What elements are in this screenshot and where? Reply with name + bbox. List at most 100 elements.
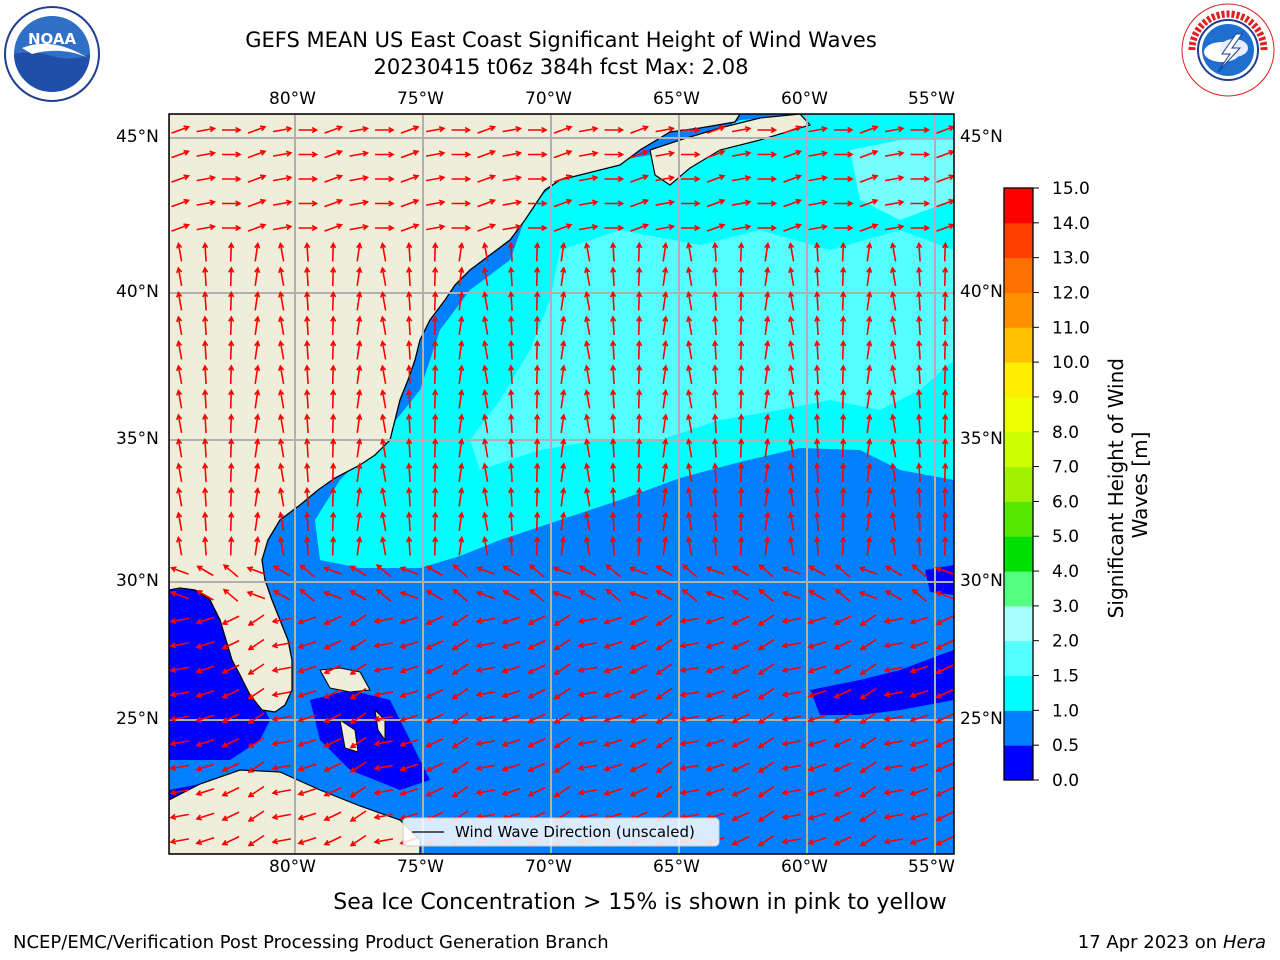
wind-wave-arrow <box>942 486 949 507</box>
wind-wave-arrow <box>501 616 521 625</box>
wind-wave-arrow <box>840 462 847 483</box>
wind-wave-arrow <box>781 617 802 624</box>
wind-wave-arrow <box>866 241 873 262</box>
wind-wave-arrow <box>195 787 215 796</box>
wind-wave-arrow <box>425 713 444 723</box>
wind-wave-arrow <box>662 535 669 556</box>
wind-wave-arrow <box>731 150 752 157</box>
wind-wave-arrow <box>807 812 827 821</box>
wind-wave-arrow <box>890 388 897 409</box>
wind-wave-arrow <box>432 241 439 262</box>
wind-wave-arrow <box>534 364 541 385</box>
wind-wave-arrow <box>636 315 643 336</box>
wind-wave-arrow <box>247 712 265 724</box>
wind-wave-arrow <box>731 565 750 577</box>
wind-wave-arrow <box>916 290 923 311</box>
wind-wave-arrow <box>304 315 311 336</box>
wind-wave-arrow <box>833 713 852 723</box>
wind-wave-arrow <box>228 511 235 532</box>
wind-wave-arrow <box>628 590 648 600</box>
wind-wave-arrow <box>783 198 803 208</box>
colorbar-tick-label: 0.5 <box>1052 736 1079 756</box>
wind-wave-arrow <box>432 437 439 458</box>
wind-wave-arrow <box>738 413 745 434</box>
wind-wave-arrow <box>221 811 240 821</box>
wind-wave-arrow <box>610 462 617 483</box>
lat-label-right-40n: 40°N <box>960 282 1003 302</box>
wind-wave-arrow <box>169 590 189 600</box>
wind-wave-arrow <box>322 566 342 575</box>
wind-wave-arrow <box>475 691 496 698</box>
wind-wave-arrow <box>706 125 726 134</box>
wind-wave-arrow <box>451 761 469 773</box>
wind-wave-arrow <box>629 762 648 772</box>
colorbar-tick-label: 12.0 <box>1052 283 1090 303</box>
wind-wave-arrow <box>246 590 266 600</box>
wind-wave-arrow <box>482 511 489 532</box>
wind-wave-arrow <box>814 462 821 483</box>
wind-wave-arrow <box>807 616 827 625</box>
wind-wave-arrow <box>247 687 265 700</box>
wind-wave-arrow <box>604 126 625 134</box>
wind-wave-arrow <box>909 616 929 625</box>
colorbar-tick-label: 4.0 <box>1052 562 1079 582</box>
colorbar-segment <box>1004 396 1033 433</box>
wind-wave-arrow <box>375 200 395 207</box>
wind-wave-arrow <box>278 462 285 483</box>
wind-wave-arrow <box>297 616 317 625</box>
wind-wave-arrow <box>833 664 852 674</box>
wind-wave-arrow <box>757 663 775 675</box>
wind-wave-arrow <box>553 174 573 183</box>
wind-wave-arrow <box>458 388 465 409</box>
nws-logo <box>1181 3 1275 97</box>
wind-wave-arrow <box>278 339 285 360</box>
wind-wave-arrow <box>375 224 395 232</box>
wind-wave-arrow <box>738 290 745 311</box>
wind-wave-arrow <box>171 198 191 208</box>
wind-wave-arrow <box>866 290 873 311</box>
wind-wave-arrow <box>655 590 673 601</box>
wind-wave-arrow <box>508 535 515 556</box>
wind-wave-arrow <box>916 511 923 532</box>
wind-wave-arrow <box>738 535 745 556</box>
wind-wave-arrow <box>757 175 778 183</box>
wind-wave-arrow <box>807 836 827 845</box>
wind-wave-arrow <box>271 740 292 747</box>
wind-wave-arrow <box>679 789 700 796</box>
wind-wave-arrow <box>840 315 847 336</box>
wind-wave-arrow <box>254 339 261 360</box>
wind-wave-arrow <box>228 315 235 336</box>
wind-wave-arrow <box>247 663 265 675</box>
wind-wave-arrow <box>686 339 693 360</box>
wind-wave-arrow <box>859 614 877 626</box>
wind-wave-arrow <box>482 364 489 385</box>
wind-wave-arrow <box>807 665 827 674</box>
wind-wave-arrow <box>451 687 469 700</box>
wind-wave-arrow <box>502 224 523 231</box>
wind-wave-arrow <box>935 639 954 650</box>
wind-wave-arrow <box>814 364 821 385</box>
wind-wave-arrow <box>679 666 700 673</box>
lon-label-bottom-65w: 65°W <box>653 857 700 877</box>
wind-wave-arrow <box>834 588 851 602</box>
wind-wave-arrow <box>629 688 648 699</box>
wind-wave-arrow <box>399 640 419 649</box>
wind-wave-arrow <box>655 224 676 231</box>
wind-wave-arrow <box>508 413 515 434</box>
wind-wave-arrow <box>584 241 591 262</box>
wind-wave-arrow <box>738 388 745 409</box>
wind-wave-arrow <box>788 364 795 385</box>
wind-wave-arrow <box>254 315 261 336</box>
wind-wave-arrow <box>202 486 209 507</box>
wind-wave-arrow <box>297 640 317 649</box>
wind-wave-arrow <box>196 565 214 577</box>
wind-wave-arrow <box>636 511 643 532</box>
wind-wave-arrow <box>604 200 625 207</box>
wind-wave-arrow <box>375 151 395 158</box>
wind-wave-arrow <box>679 691 700 698</box>
wind-wave-arrow <box>834 175 854 183</box>
wind-wave-arrow <box>399 590 419 600</box>
wind-wave-arrow <box>808 199 829 206</box>
wind-wave-arrow <box>475 715 496 722</box>
wind-wave-arrow <box>432 486 439 507</box>
